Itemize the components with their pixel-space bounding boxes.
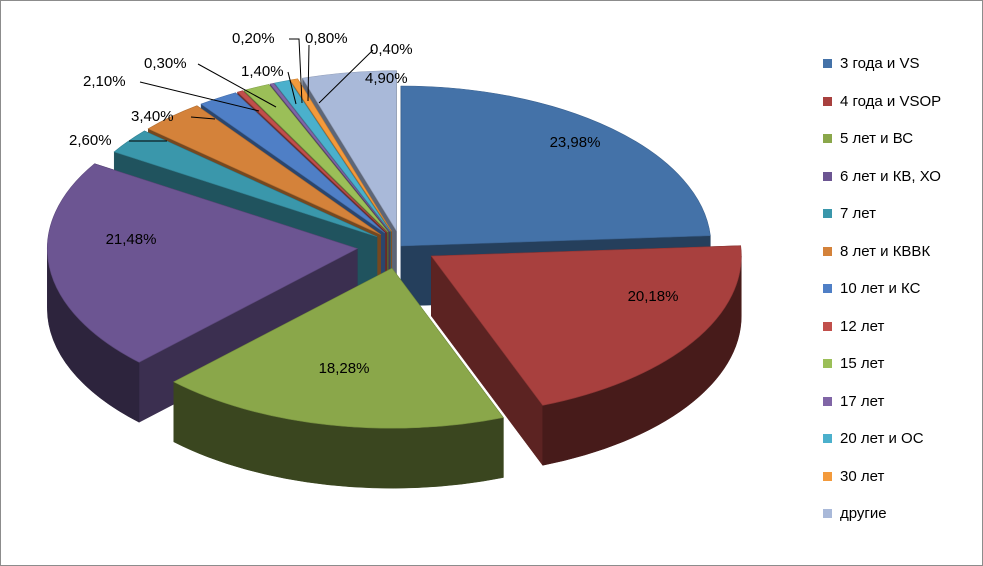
pie-slice-15-лет: [243, 84, 389, 233]
data-labels: 23,98% 20,18% 18,28% 21,48% 2,60% 3,40% 2,10% 0…: [69, 30, 678, 377]
leader-line-20-лет-и-ос: [307, 44, 310, 102]
legend-swatch: [823, 134, 832, 144]
legend-label: 6 лет и КВ, ХО: [840, 167, 941, 185]
data-label-12-лет: 0,30%: [144, 55, 187, 72]
data-label-8-лет-и-кввк: 3,40%: [131, 108, 174, 125]
legend-item-12-лет: 12 лет: [823, 308, 941, 346]
legend-label: 17 лет: [840, 392, 885, 410]
leader-line-12-лет: [197, 63, 277, 108]
leader-line-17-лет: [289, 38, 303, 104]
legend-swatch: [823, 396, 832, 406]
legend-label: 5 лет и ВС: [840, 130, 914, 148]
legend-swatch: [823, 359, 832, 369]
pie-slice-3-года-и-vs: [400, 85, 711, 247]
leader-line-10-лет-и-кс: [139, 81, 260, 112]
chart-legend: 3 года и VS 4 года и VSOP 5 лет и ВС 6 лет …: [823, 45, 941, 533]
leader-line-15-лет: [287, 71, 297, 105]
pie-slice-4-года-и-vsop: [430, 245, 742, 406]
legend-swatch: [823, 171, 832, 181]
legend-swatch: [823, 209, 832, 219]
legend-label: 4 года и VSOP: [840, 92, 942, 110]
legend-swatch: [823, 96, 832, 106]
legend-item-4-года-и-vsop: 4 года и VSOP: [823, 83, 941, 121]
legend-item-15-лет: 15 лет: [823, 345, 941, 383]
pie-slice-6-лет-и-кв-хо: [46, 163, 359, 363]
leader-lines: [129, 38, 374, 142]
legend-item-20-лет-и-ос: 20 лет и ОС: [823, 420, 941, 458]
legend-swatch: [823, 321, 832, 331]
legend-item-17-лет: 17 лет: [823, 383, 941, 421]
legend-label: 8 лет и КВВК: [840, 242, 931, 260]
legend-label: 15 лет: [840, 355, 885, 373]
data-label-4-года-и-vsop: 20,18%: [628, 288, 679, 305]
legend-label: 30 лет: [840, 467, 885, 485]
legend-item-30-лет: 30 лет: [823, 458, 941, 496]
pie-slice-7-лет: [113, 130, 378, 238]
pie-slice-10-лет-и-кс: [200, 92, 386, 234]
leader-line-8-лет-и-кввк: [190, 116, 216, 120]
data-label-10-лет-и-кс: 2,10%: [83, 73, 126, 90]
data-label-другие: 4,90%: [365, 70, 408, 87]
pie-slice-5-лет-и-вс: [173, 267, 504, 429]
data-label-15-лет: 1,40%: [241, 63, 284, 80]
legend-item-6-лет-и-кв-хо: 6 лет и КВ, ХО: [823, 158, 941, 196]
legend-swatch: [823, 434, 832, 444]
data-label-30-лет: 0,40%: [370, 41, 413, 58]
leader-line-30-лет: [318, 49, 374, 104]
legend-item-3-года-и-vs: 3 года и VS: [823, 45, 941, 83]
data-label-6-лет-и-кв-хо: 21,48%: [106, 231, 157, 248]
data-label-5-лет-и-вс: 18,28%: [319, 360, 370, 377]
legend-item-8-лет-и-кввк: 8 лет и КВВК: [823, 233, 941, 271]
pie-slice-12-лет: [236, 90, 388, 233]
legend-item-другие: другие: [823, 495, 941, 533]
legend-label: 12 лет: [840, 317, 885, 335]
legend-label: 7 лет: [840, 205, 876, 223]
pie-slice-17-лет: [269, 82, 390, 232]
pie-slice-другие: [301, 70, 397, 232]
legend-item-5-лет-и-вс: 5 лет и ВС: [823, 120, 941, 158]
legend-swatch: [823, 509, 832, 519]
legend-item-10-лет-и-кс: 10 лет и КС: [823, 270, 941, 308]
legend-item-7-лет: 7 лет: [823, 195, 941, 233]
data-label-7-лет: 2,60%: [69, 132, 112, 149]
pie-slice-8-лет-и-кввк: [147, 105, 381, 235]
pie-top-faces: [46, 70, 742, 429]
legend-swatch: [823, 471, 832, 481]
legend-swatch: [823, 246, 832, 256]
legend-label: другие: [840, 505, 887, 523]
legend-swatch: [823, 284, 832, 294]
data-label-17-лет: 0,20%: [232, 30, 275, 47]
legend-label: 20 лет и ОС: [840, 430, 924, 448]
data-label-3-года-и-vs: 23,98%: [550, 134, 601, 151]
data-label-20-лет-и-ос: 0,80%: [305, 30, 348, 47]
legend-label: 3 года и VS: [840, 55, 920, 73]
pie-slice-20-лет-и-ос: [274, 79, 391, 232]
legend-label: 10 лет и КС: [840, 280, 921, 298]
legend-swatch: [823, 59, 832, 69]
